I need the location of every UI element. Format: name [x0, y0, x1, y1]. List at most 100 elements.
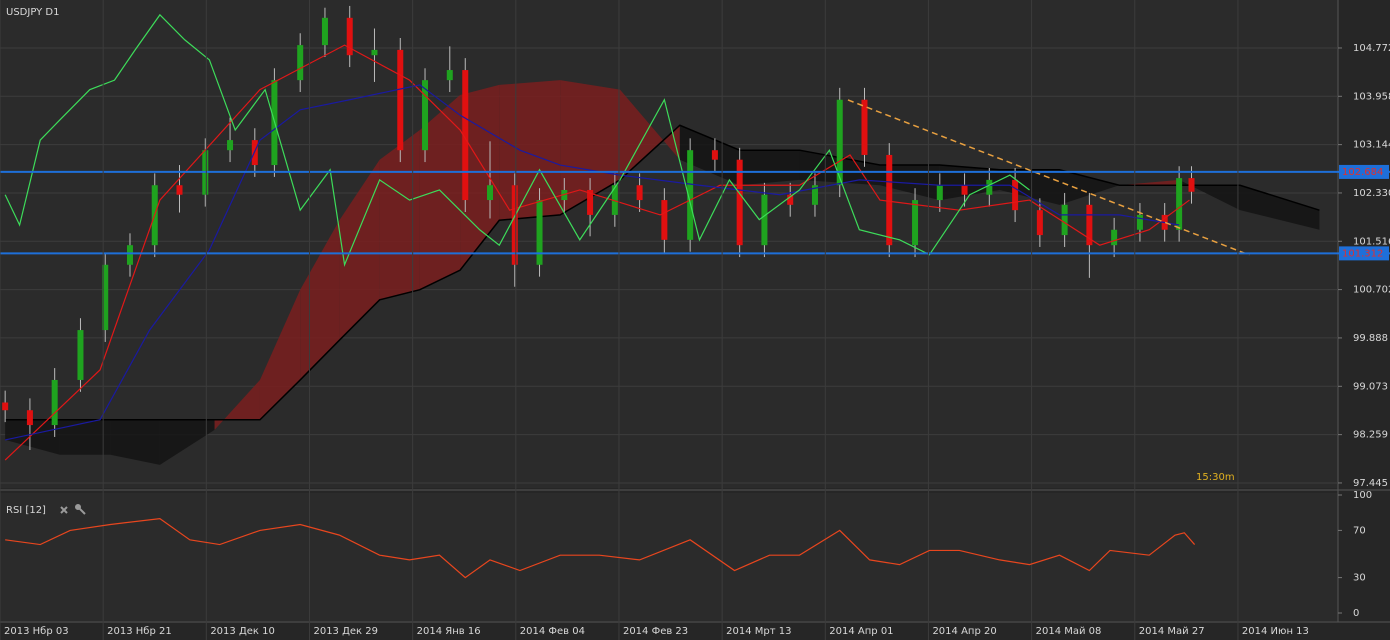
settings-icon[interactable] — [75, 504, 86, 515]
candle-body — [912, 200, 919, 246]
level-label-box — [1339, 246, 1389, 261]
y-tick-label: 0 — [1353, 608, 1359, 619]
y-tick-label: 99.073 — [1353, 381, 1388, 392]
candle-body — [986, 179, 993, 195]
candle-body — [611, 185, 618, 215]
candle-body — [2, 402, 9, 411]
y-tick-label: 97.445 — [1353, 478, 1388, 489]
y-tick-label: 70 — [1353, 525, 1366, 536]
chart-title: USDJPY D1 — [6, 7, 59, 18]
y-tick-label: 100.702 — [1353, 285, 1390, 296]
candle-body — [371, 49, 378, 56]
cloud-segment — [5, 419, 60, 455]
x-tick-label: 2014 Май 27 — [1139, 626, 1205, 637]
cloud-segment — [619, 89, 680, 180]
x-tick-label: 2014 Фев 04 — [520, 626, 585, 637]
x-tick-label: 2014 Июн 13 — [1242, 626, 1309, 637]
cloud-segment — [739, 150, 800, 186]
candle-body — [446, 70, 453, 81]
cloud-segment — [379, 130, 420, 300]
candle-body — [661, 200, 668, 240]
candle-body — [761, 194, 768, 246]
candle-body — [126, 245, 133, 265]
candle-body — [536, 200, 543, 265]
y-tick-label: 98.259 — [1353, 430, 1388, 441]
cloud-segment — [1059, 169, 1120, 205]
candle-body — [1012, 179, 1019, 211]
y-tick-label: 99.888 — [1353, 333, 1388, 344]
rsi-line — [5, 517, 1196, 579]
cloud-segment — [679, 125, 740, 186]
candle-body — [836, 99, 843, 186]
candle-body — [1188, 178, 1195, 192]
candle-body — [26, 410, 33, 426]
cloud-segment — [300, 220, 340, 380]
cloud-segment — [419, 94, 461, 290]
cloud-segment — [939, 165, 1000, 201]
candle-body — [811, 185, 818, 205]
candle-body — [936, 185, 943, 201]
cloud-segment — [1239, 185, 1320, 230]
x-tick-label: 2013 Нбр 21 — [107, 626, 172, 637]
cloud-segment — [499, 80, 561, 221]
y-tick-label: 101.516 — [1353, 236, 1390, 247]
x-tick-label: 2014 Май 08 — [1036, 626, 1102, 637]
x-tick-label: 2014 Мрт 13 — [726, 626, 791, 637]
candle-body — [736, 159, 743, 246]
candle-body — [687, 150, 694, 240]
y-tick-label: 30 — [1353, 573, 1366, 584]
candle-body — [787, 194, 794, 205]
candle-body — [1086, 204, 1093, 246]
indicator-line — [4, 44, 1190, 461]
candle-body — [77, 330, 84, 380]
cloud-segment — [1119, 179, 1180, 186]
cloud-segment — [59, 419, 111, 455]
candle-body — [861, 99, 868, 155]
candle-body — [297, 45, 304, 81]
candle-body — [422, 80, 429, 151]
level-label: 102.684 — [1342, 167, 1383, 178]
y-tick-label: 102.330 — [1353, 188, 1390, 199]
y-tick-label: 103.958 — [1353, 91, 1390, 102]
candle-body — [886, 154, 893, 246]
x-tick-label: 2014 Фев 23 — [623, 626, 688, 637]
cloud-segment — [110, 419, 160, 465]
candle-body — [961, 185, 968, 195]
x-tick-label: 2014 Янв 16 — [417, 626, 481, 637]
x-tick-label: 2013 Дек 29 — [313, 626, 378, 637]
y-tick-label: 103.144 — [1353, 140, 1390, 151]
candle-body — [397, 49, 404, 151]
candle-body — [1176, 178, 1183, 230]
candle-body — [1136, 214, 1143, 230]
candle-body — [487, 185, 494, 201]
y-tick-label: 100 — [1353, 490, 1372, 501]
cloud-segment — [560, 80, 620, 215]
candle-body — [1111, 229, 1118, 246]
x-tick-label: 2013 Нбр 03 — [4, 626, 69, 637]
x-tick-label: 2014 Апр 20 — [932, 626, 996, 637]
x-tick-label: 2014 Апр 01 — [829, 626, 893, 637]
level-label: 101.312 — [1342, 248, 1383, 259]
cloud-segment — [879, 165, 940, 201]
cloud-segment — [159, 419, 215, 465]
trendline — [847, 99, 1250, 256]
candle-body — [511, 185, 518, 265]
candle-body — [51, 379, 58, 426]
candle-body — [1061, 204, 1068, 236]
rsi-title: RSI [12] — [6, 505, 46, 516]
candle-body — [102, 264, 109, 331]
close-icon[interactable] — [60, 506, 68, 514]
main-panel — [0, 0, 1338, 488]
cloud-segment — [259, 289, 301, 420]
indicator-line — [5, 84, 1180, 441]
candle-body — [462, 70, 469, 201]
level-label-box — [1339, 164, 1389, 179]
candle-body — [346, 17, 353, 56]
candle-body — [587, 189, 594, 215]
time-annotation: 15:30m — [1196, 472, 1235, 483]
candle-body — [711, 150, 718, 160]
rsi-panel — [0, 493, 1338, 621]
candle-body — [636, 185, 643, 201]
